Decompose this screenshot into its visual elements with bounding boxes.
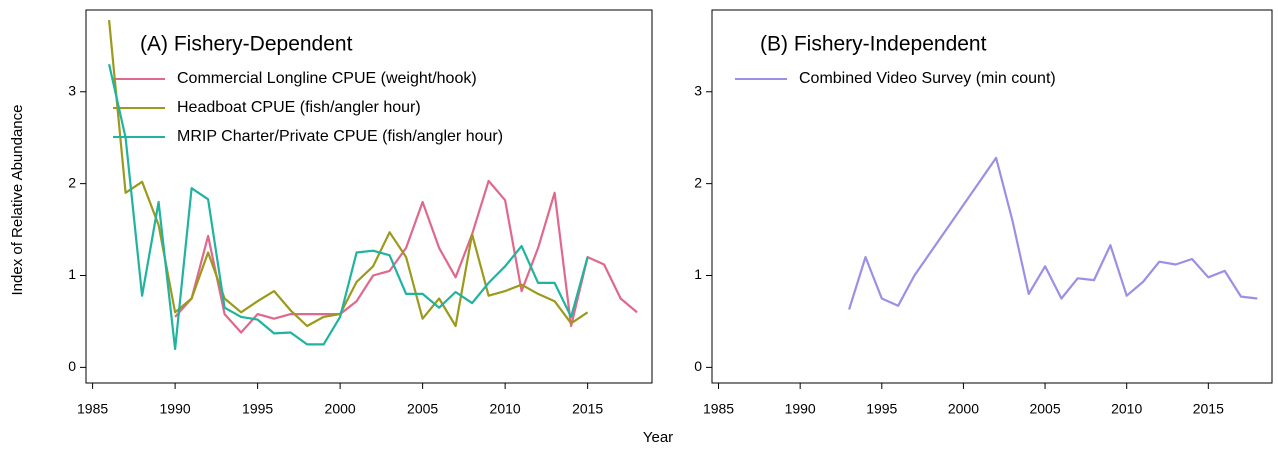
x-tick-label: 1995 (866, 401, 897, 417)
x-tick-label: 1990 (160, 401, 191, 417)
series-line (848, 156, 1258, 310)
panel-title: (B) Fishery-Independent (760, 33, 987, 56)
y-tick-label: 0 (694, 358, 702, 374)
y-axis-label: Index of Relative Abundance (9, 105, 26, 296)
panel-title: (A) Fishery-Dependent (140, 33, 353, 56)
x-tick-label: 2015 (572, 401, 603, 417)
y-tick-label: 2 (694, 174, 702, 190)
x-tick-label: 2010 (1111, 401, 1142, 417)
x-tick-label: 1985 (703, 401, 734, 417)
x-tick-label: 2015 (1193, 401, 1224, 417)
legend-label: Combined Video Survey (min count) (799, 70, 1056, 87)
y-tick-label: 1 (694, 266, 702, 282)
y-tick-label: 2 (68, 174, 76, 190)
y-tick-label: 3 (694, 82, 702, 98)
x-axis-label: Year (643, 429, 673, 446)
y-tick-label: 0 (68, 358, 76, 374)
series-line (108, 63, 589, 351)
series-line (108, 19, 589, 328)
x-tick-label: 2010 (490, 401, 521, 417)
y-tick-label: 1 (68, 266, 76, 282)
x-tick-label: 2005 (1029, 401, 1060, 417)
series-line (174, 179, 638, 334)
x-tick-label: 1985 (77, 401, 108, 417)
x-tick-label: 1990 (785, 401, 816, 417)
y-tick-label: 3 (68, 82, 76, 98)
legend-label: Commercial Longline CPUE (weight/hook) (177, 70, 477, 87)
x-tick-label: 2005 (407, 401, 438, 417)
legend-label: Headboat CPUE (fish/angler hour) (177, 99, 421, 116)
plot-frame (711, 9, 1273, 384)
legend-label: MRIP Charter/Private CPUE (fish/angler h… (177, 128, 503, 145)
x-tick-label: 2000 (948, 401, 979, 417)
x-tick-label: 2000 (325, 401, 356, 417)
plot-frame (85, 9, 653, 384)
x-tick-label: 1995 (242, 401, 273, 417)
